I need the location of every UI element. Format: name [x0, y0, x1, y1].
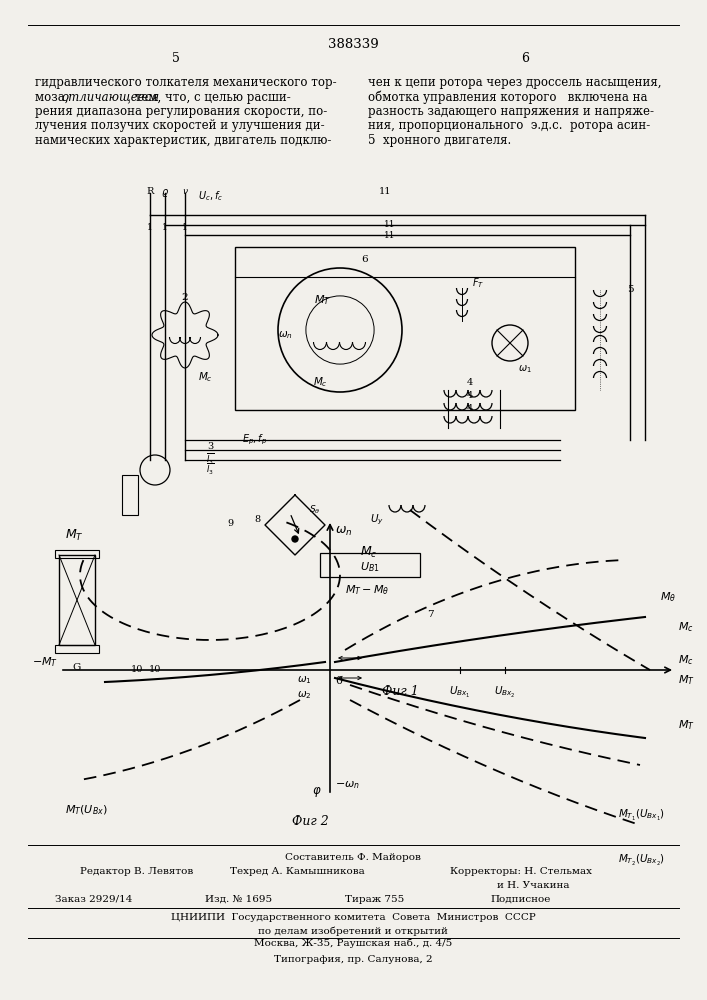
Text: $M_c$: $M_c$ — [678, 653, 694, 667]
Text: $\varphi$: $\varphi$ — [312, 785, 322, 799]
Text: 4: 4 — [467, 391, 473, 400]
Text: $M_{T_2}(U_{Bx_2})$: $M_{T_2}(U_{Bx_2})$ — [618, 852, 665, 868]
Text: 3: 3 — [207, 442, 213, 451]
Text: 11: 11 — [384, 231, 396, 240]
Text: $E_p, f_p$: $E_p, f_p$ — [243, 433, 267, 447]
Text: 5  хронного двигателя.: 5 хронного двигателя. — [368, 134, 511, 147]
Text: 6: 6 — [362, 255, 368, 264]
Text: $M_c$: $M_c$ — [197, 370, 212, 384]
Text: 4: 4 — [467, 404, 473, 413]
Text: $U_{B1}$: $U_{B1}$ — [360, 560, 380, 574]
Text: Типография, пр. Салунова, 2: Типография, пр. Салунова, 2 — [274, 955, 432, 964]
Text: гидравлического толкателя механического тор-: гидравлического толкателя механического … — [35, 76, 337, 89]
Text: $\omega_2$: $\omega_2$ — [298, 689, 312, 701]
Text: и Н. Учакина: и Н. Учакина — [497, 881, 570, 890]
Text: $U_{Bx_2}$: $U_{Bx_2}$ — [494, 685, 516, 700]
Text: $-\omega_n$: $-\omega_n$ — [335, 779, 360, 791]
Text: 5: 5 — [172, 52, 180, 66]
Text: 4: 4 — [467, 378, 473, 387]
Text: 8: 8 — [254, 516, 260, 524]
Text: $M_T$: $M_T$ — [678, 673, 695, 687]
Text: $\omega_n$: $\omega_n$ — [278, 329, 293, 341]
Text: $-M_T$: $-M_T$ — [32, 655, 58, 669]
Text: 7: 7 — [427, 610, 433, 619]
Text: 10: 10 — [148, 665, 161, 674]
Text: Изд. № 1695: Изд. № 1695 — [205, 895, 272, 904]
Bar — [235, 247, 575, 410]
Text: $M_c$: $M_c$ — [312, 375, 327, 389]
Text: 1: 1 — [162, 223, 168, 232]
Text: Техред А. Камышникова: Техред А. Камышникова — [230, 867, 365, 876]
Text: чен к цепи ротора через дроссель насыщения,: чен к цепи ротора через дроссель насыщен… — [368, 76, 662, 89]
Text: $\omega_1$: $\omega_1$ — [298, 674, 312, 686]
Text: $M_T-M_\theta$: $M_T-M_\theta$ — [345, 583, 390, 597]
Text: 10: 10 — [131, 665, 144, 674]
Text: 388339: 388339 — [327, 37, 378, 50]
Bar — [122, 475, 138, 515]
Text: R: R — [146, 187, 153, 196]
Text: $F_T$: $F_T$ — [472, 276, 484, 290]
Text: G: G — [73, 663, 81, 672]
Text: Заказ 2929/14: Заказ 2929/14 — [55, 895, 132, 904]
Text: $U_{Bx_1}$: $U_{Bx_1}$ — [449, 685, 471, 700]
Text: обмотка управления которого   включена на: обмотка управления которого включена на — [368, 91, 648, 104]
Text: ния, пропорционального  э.д.с.  ротора асин-: ния, пропорционального э.д.с. ротора аси… — [368, 119, 650, 132]
Text: по делам изобретений и открытий: по делам изобретений и открытий — [258, 926, 448, 936]
Text: 1: 1 — [147, 223, 153, 232]
Text: $\overline{I_3}$: $\overline{I_3}$ — [206, 452, 214, 467]
Text: разность задающего напряжения и напряже-: разность задающего напряжения и напряже- — [368, 105, 654, 118]
Text: Редактор В. Левятов: Редактор В. Левятов — [80, 867, 193, 876]
Text: 1: 1 — [182, 223, 188, 232]
Text: $\omega_1$: $\omega_1$ — [518, 363, 532, 375]
Text: $U_c, f_c$: $U_c, f_c$ — [198, 189, 223, 203]
Text: $M_T$: $M_T$ — [678, 718, 695, 732]
Text: Подписное: Подписное — [490, 895, 550, 904]
Text: Фиг 1: Фиг 1 — [382, 685, 419, 698]
Text: Москва, Ж-35, Раушская наб., д. 4/5: Москва, Ж-35, Раушская наб., д. 4/5 — [254, 939, 452, 948]
Text: $M_c$: $M_c$ — [360, 545, 378, 560]
Text: 9: 9 — [227, 518, 233, 528]
Text: $M_T$: $M_T$ — [65, 527, 83, 543]
Text: тем, что, с целью расши-: тем, что, с целью расши- — [131, 91, 291, 104]
Text: $\omega_n$: $\omega_n$ — [335, 525, 352, 538]
Text: отличающееся: отличающееся — [61, 91, 159, 104]
Text: $\varrho$: $\varrho$ — [161, 187, 169, 199]
Text: $M_\theta$: $M_\theta$ — [660, 590, 676, 604]
Text: $M_c$: $M_c$ — [678, 620, 694, 634]
Text: 2: 2 — [182, 293, 188, 302]
Text: Фиг 2: Фиг 2 — [291, 815, 328, 828]
Text: 6: 6 — [521, 52, 529, 66]
Text: Корректоры: Н. Стельмах: Корректоры: Н. Стельмах — [450, 867, 592, 876]
Text: 11: 11 — [379, 187, 391, 196]
Circle shape — [292, 536, 298, 542]
Text: $M_T$: $M_T$ — [314, 293, 330, 307]
Text: $U_y$: $U_y$ — [370, 513, 384, 527]
Text: $S_\theta$: $S_\theta$ — [309, 504, 321, 516]
Text: 0: 0 — [335, 676, 342, 686]
Bar — [320, 553, 420, 577]
Text: лучения ползучих скоростей и улучшения ди-: лучения ползучих скоростей и улучшения д… — [35, 119, 325, 132]
Text: намических характеристик, двигатель подклю-: намических характеристик, двигатель подк… — [35, 134, 332, 147]
Text: 5: 5 — [626, 285, 633, 294]
Text: ЦНИИПИ  Государственного комитета  Совета  Министров  СССР: ЦНИИПИ Государственного комитета Совета … — [170, 913, 535, 922]
Text: моза,: моза, — [35, 91, 72, 104]
Bar — [55, 645, 99, 653]
Text: $M_{T_1}(U_{Bx_1})$: $M_{T_1}(U_{Bx_1})$ — [618, 807, 665, 823]
Text: Составитель Ф. Майоров: Составитель Ф. Майоров — [285, 853, 421, 862]
Text: рения диапазона регулирования скорости, по-: рения диапазона регулирования скорости, … — [35, 105, 327, 118]
Text: $\overline{I_3}$: $\overline{I_3}$ — [206, 462, 214, 477]
Text: Тираж 755: Тираж 755 — [345, 895, 404, 904]
Text: $M_T(U_{Bx})$: $M_T(U_{Bx})$ — [65, 803, 108, 817]
Bar — [55, 550, 99, 558]
Bar — [59, 555, 95, 645]
Text: 11: 11 — [384, 220, 396, 229]
Text: $\nu$: $\nu$ — [182, 187, 188, 196]
